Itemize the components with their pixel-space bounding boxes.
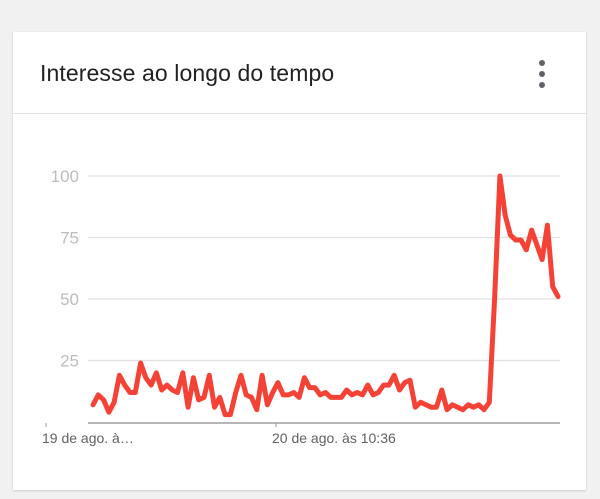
x-tick-label: 20 de ago. às 10:36 bbox=[272, 430, 396, 446]
interest-over-time-card: Interesse ao longo do tempo 25 50 75 100 19… bbox=[13, 32, 586, 490]
menu-dot bbox=[539, 60, 545, 66]
line-chart: 25 50 75 100 19 de ago. à… 20 de ago. às 10:… bbox=[42, 167, 561, 446]
y-tick-labels: 25 50 75 100 bbox=[51, 167, 79, 371]
y-tick-label: 100 bbox=[51, 167, 79, 186]
series-line[interactable] bbox=[90, 173, 561, 418]
menu-dot bbox=[539, 82, 545, 88]
menu-dot bbox=[539, 71, 545, 77]
x-ticks: 19 de ago. à… 20 de ago. às 10:36 bbox=[42, 423, 396, 446]
y-tick-label: 50 bbox=[60, 290, 79, 309]
x-tick-label: 19 de ago. à… bbox=[42, 430, 134, 446]
card-header: Interesse ao longo do tempo bbox=[13, 32, 586, 114]
more-vert-icon[interactable] bbox=[530, 56, 554, 92]
grid-lines bbox=[88, 175, 560, 362]
y-tick-label: 75 bbox=[60, 229, 79, 248]
card-title: Interesse ao longo do tempo bbox=[40, 60, 335, 86]
y-tick-label: 25 bbox=[60, 352, 79, 371]
